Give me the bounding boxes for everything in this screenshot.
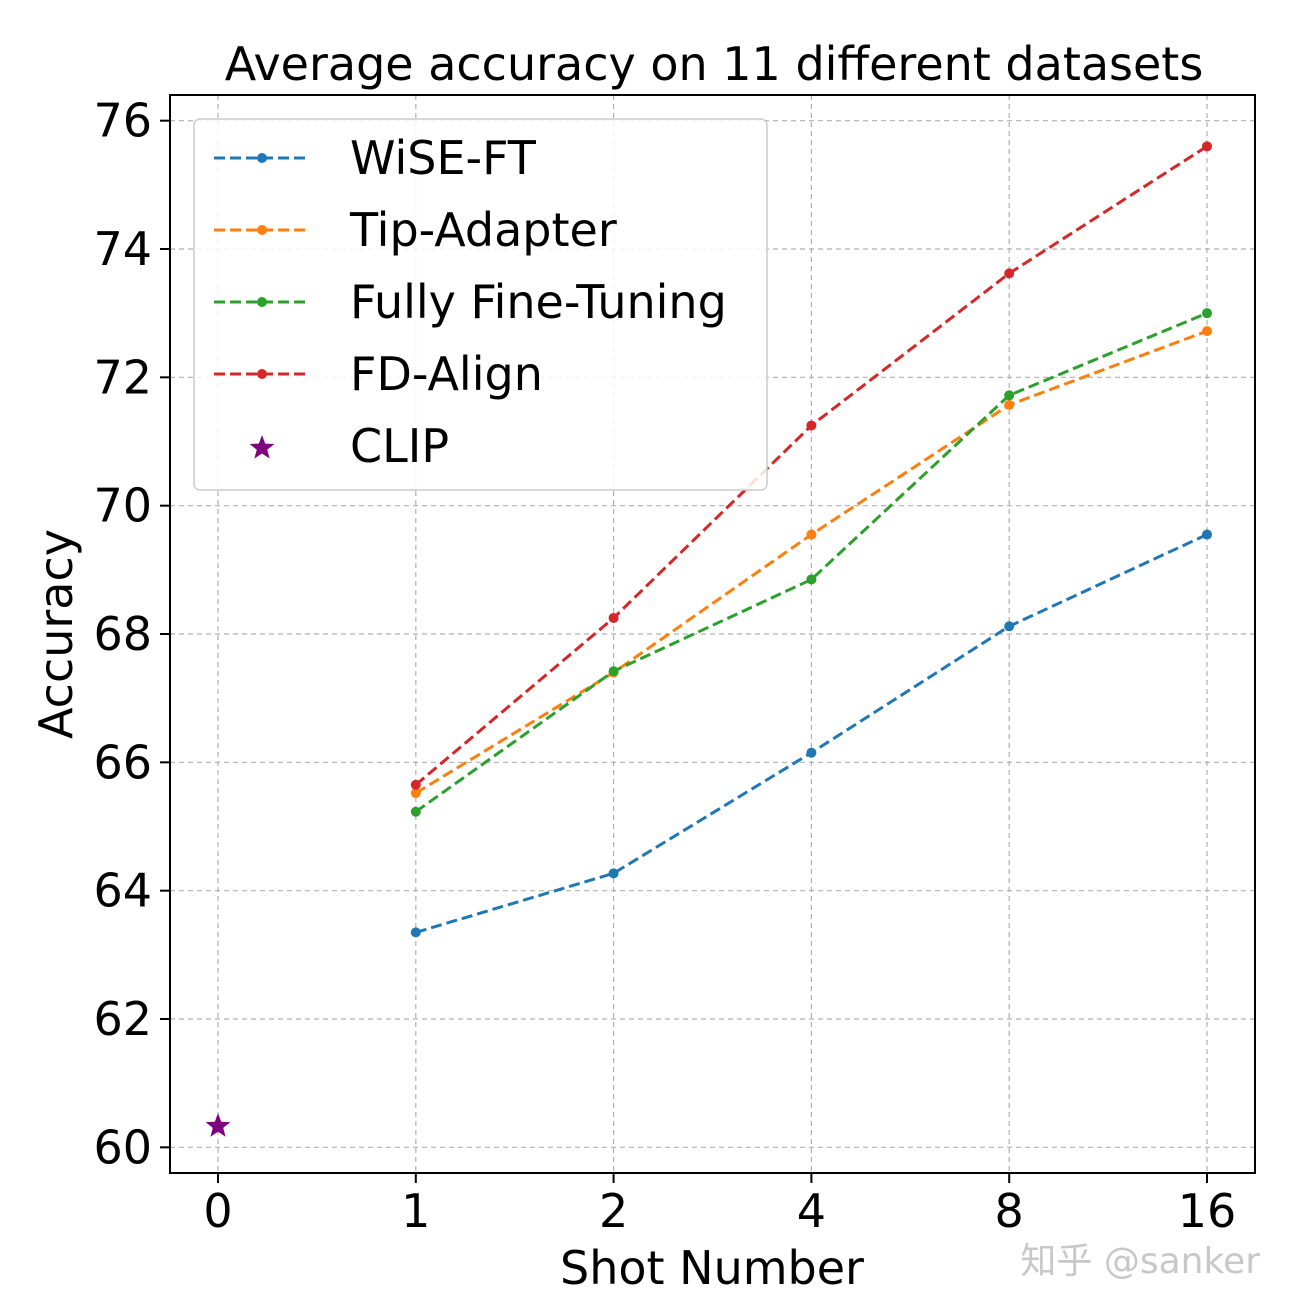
data-point-fully-fine-tuning	[410, 806, 421, 817]
y-tick-label: 66	[93, 735, 152, 789]
y-tick-label: 70	[93, 479, 152, 533]
x-axis-ticks: 0 1 2 4 8 16	[203, 1173, 1236, 1238]
data-point-tip-adapter	[1004, 399, 1015, 410]
y-tick-label: 68	[93, 607, 152, 661]
y-tick-label: 74	[93, 222, 152, 276]
data-point-clip	[205, 1113, 231, 1137]
data-point-wise-ft	[608, 868, 619, 879]
x-tick-label: 16	[1178, 1184, 1237, 1238]
y-axis-label: Accuracy	[29, 529, 83, 739]
y-tick-label: 72	[93, 350, 152, 404]
legend-label-wise-ft: WiSE-FT	[350, 131, 537, 185]
chart-title: Average accuracy on 11 different dataset…	[225, 37, 1204, 91]
y-axis-ticks: 60 62 64 66 68 70 72 74 76	[93, 94, 170, 1174]
data-point-fully-fine-tuning	[1202, 308, 1212, 319]
data-point-fd-align	[1004, 268, 1015, 279]
legend-label-fully-fine-tuning: Fully Fine-Tuning	[350, 275, 727, 329]
legend-label-fd-align: FD-Align	[350, 347, 543, 401]
legend-box	[193, 118, 768, 491]
x-tick-label: 8	[995, 1184, 1024, 1238]
series-line-fully-fine-tuning	[414, 311, 1208, 813]
data-point-fully-fine-tuning	[608, 666, 619, 677]
watermark-text: 知乎 @sanker	[1020, 1241, 1260, 1282]
data-point-tip-adapter	[806, 529, 817, 540]
series	[205, 141, 1212, 1137]
legend-marker-fd-align	[257, 369, 267, 379]
legend-marker-fully-fine-tuning	[257, 297, 267, 307]
x-tick-label: 1	[401, 1184, 430, 1238]
legend-label-tip-adapter: Tip-Adapter	[349, 203, 617, 257]
y-tick-label: 62	[93, 992, 152, 1046]
data-point-wise-ft	[1202, 529, 1212, 540]
data-point-tip-adapter	[410, 788, 421, 799]
data-point-tip-adapter	[1202, 326, 1212, 337]
legend-marker-clip	[249, 435, 275, 459]
legend: WiSE-FT Tip-Adapter Fully Fine-Tuning FD-Al…	[193, 118, 768, 491]
y-tick-label: 76	[93, 94, 152, 148]
data-point-wise-ft	[1004, 621, 1015, 632]
data-point-fd-align	[410, 779, 421, 790]
data-point-fully-fine-tuning	[806, 574, 817, 585]
x-axis-label: Shot Number	[560, 1241, 864, 1295]
x-tick-label: 4	[797, 1184, 826, 1238]
data-point-fd-align	[806, 420, 817, 431]
legend-label-clip: CLIP	[350, 419, 449, 473]
legend-marker-tip-adapter	[257, 225, 267, 235]
x-tick-label: 0	[203, 1184, 232, 1238]
data-point-fd-align	[608, 612, 619, 623]
y-tick-label: 64	[93, 864, 152, 918]
data-point-fully-fine-tuning	[1004, 390, 1015, 401]
x-tick-label: 2	[599, 1184, 628, 1238]
data-point-wise-ft	[806, 747, 817, 758]
legend-marker-wise-ft	[257, 153, 267, 163]
y-tick-label: 60	[93, 1120, 152, 1174]
data-point-fd-align	[1202, 141, 1212, 152]
data-point-wise-ft	[410, 927, 421, 938]
